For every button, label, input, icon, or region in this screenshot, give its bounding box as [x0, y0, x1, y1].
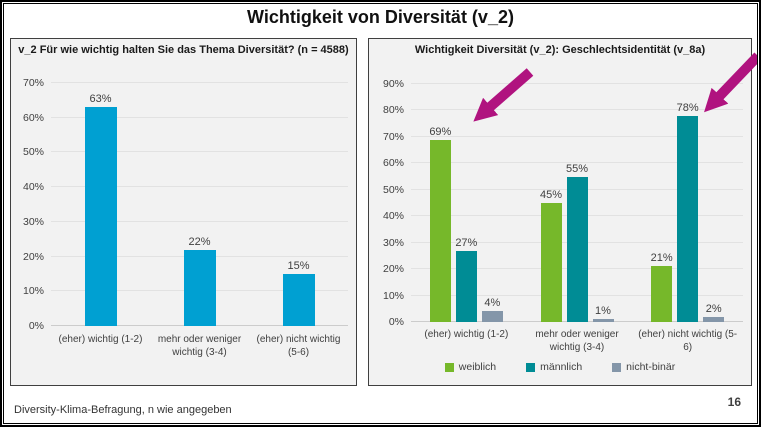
category-label: (eher) wichtig (1-2) — [58, 334, 143, 345]
slide-content-frame: Wichtigkeit von Diversität (v_2) v_2 Für… — [3, 3, 758, 424]
y-axis-tick-label: 30% — [382, 236, 404, 249]
category-label: (eher) nicht wichtig (5-6) — [256, 334, 341, 358]
y-axis-tick-label: 80% — [382, 104, 404, 117]
category-label: (eher) wichtig (1-2) — [424, 329, 509, 340]
footer-source-text: Diversity-Klima-Befragung, n wie angegeb… — [14, 404, 232, 416]
y-axis-tick-label: 40% — [22, 181, 44, 194]
bar-value-label: 22% — [188, 235, 211, 248]
bars-container: 63% 22% 15% — [51, 83, 348, 326]
left-chart-category-axis: (eher) wichtig (1-2) mehr oder weniger wi… — [51, 333, 348, 359]
bar-value-label: 2% — [705, 302, 722, 315]
bar-value-label: 55% — [565, 162, 589, 175]
bar-nicht-binär: 1% — [592, 305, 614, 322]
category-slot: 21% 78% 2% — [632, 84, 743, 322]
bar-weiblich: 69% — [429, 126, 451, 322]
y-axis-tick-label: 70% — [22, 77, 44, 89]
right-chart-plot-area: 0% 10% 20% 30% 40% 50% 60% 70% 80% 90% 69% 27% 4% 45%… — [383, 78, 743, 328]
bars-container: 69% 27% 4% 45% 55% 1% 21% 78% 2% — [411, 84, 743, 322]
y-axis-tick-label: 40% — [382, 210, 404, 223]
y-axis-tick-label: 30% — [22, 215, 44, 228]
bar-value-label: 78% — [676, 101, 699, 114]
bar-männlich: 55% — [566, 163, 588, 322]
y-axis-tick-label: 70% — [382, 130, 404, 143]
right-chart-panel: Wichtigkeit Diversität (v_2): Geschlecht… — [368, 38, 752, 386]
left-bar-chart: 0% 10% 20% 30% 40% 50% 60% 70% 63% 22% 15% (eher) … — [11, 39, 356, 385]
y-axis-tick-label: 50% — [382, 183, 404, 196]
bar-value-label: 69% — [429, 125, 452, 138]
left-chart-plot-area: 0% 10% 20% 30% 40% 50% 60% 70% 63% 22% 15% — [23, 77, 348, 332]
bar-männlich: 78% — [677, 102, 699, 322]
y-axis-tick-label: 90% — [382, 78, 404, 90]
category-slot: 15% — [249, 83, 348, 326]
bar-value-label: 45% — [539, 189, 563, 201]
gridline — [51, 116, 348, 118]
gridline — [51, 82, 348, 83]
category-slot: 45% 55% 1% — [522, 84, 633, 322]
y-axis-tick-label: 20% — [22, 250, 44, 263]
bar-männlich: 27% — [455, 237, 477, 322]
bar: 63% — [84, 93, 117, 326]
bar-value-label: 4% — [484, 297, 501, 310]
y-axis-tick-label: 10% — [382, 289, 404, 302]
bar-value-label: 15% — [287, 259, 310, 272]
page-number: 16 — [727, 395, 741, 409]
legend-swatch — [526, 362, 536, 372]
left-chart-panel: v_2 Für wie wichtig halten Sie das Thema… — [10, 38, 357, 386]
y-axis-tick-label: 10% — [22, 285, 44, 298]
y-axis-tick-label: 60% — [382, 157, 404, 170]
category-slot: 63% — [51, 83, 150, 326]
bar-value-label: 27% — [455, 236, 478, 249]
right-chart-category-axis: (eher) wichtig (1-2) mehr oder weniger wi… — [411, 328, 743, 354]
gridline — [51, 186, 348, 188]
legend-swatch — [444, 362, 454, 372]
bar-value-label: 21% — [650, 252, 673, 265]
bar-weiblich: 21% — [651, 252, 673, 322]
y-axis-tick-label: 20% — [382, 263, 404, 276]
bar-nicht-binär: 2% — [703, 303, 725, 322]
legend-label: weiblich — [458, 361, 497, 373]
category-label: mehr oder weniger wichtig (3-4) — [157, 334, 242, 358]
gridline — [411, 83, 743, 84]
legend-item: weiblich — [444, 361, 497, 373]
bar-value-label: 63% — [89, 93, 112, 106]
bar: 22% — [183, 236, 216, 326]
bar-value-label: 1% — [595, 305, 611, 318]
legend-item: männlich — [526, 361, 582, 373]
legend-label: männlich — [540, 361, 583, 373]
y-axis-tick-label: 60% — [22, 111, 44, 124]
bar: 15% — [282, 260, 315, 326]
gridline — [51, 151, 348, 153]
bar-weiblich: 45% — [540, 189, 562, 322]
bar-nicht-binär: 4% — [481, 297, 503, 322]
category-label: (eher) nicht wichtig (5-6) — [638, 329, 738, 353]
right-bar-chart: 0% 10% 20% 30% 40% 50% 60% 70% 80% 90% 69% 27% 4% 45%… — [369, 39, 751, 385]
legend-swatch — [612, 362, 622, 372]
left-chart-title: v_2 Für wie wichtig halten Sie das Thema… — [18, 44, 349, 56]
right-chart-legend: weiblich männlich nicht-binär — [369, 361, 751, 373]
category-slot: 22% — [150, 83, 249, 326]
right-chart-title: Wichtigkeit Diversität (v_2): Geschlecht… — [414, 44, 706, 56]
legend-item: nicht-binär — [612, 361, 675, 373]
legend-label: nicht-binär — [626, 361, 676, 373]
y-axis-tick-label: 0% — [388, 316, 404, 328]
slide-title: Wichtigkeit von Diversität (v_2) — [247, 7, 514, 27]
category-label: mehr oder weniger wichtig (3-4) — [535, 329, 619, 353]
gridline — [411, 109, 743, 111]
y-axis-tick-label: 0% — [28, 320, 44, 332]
y-axis-tick-label: 50% — [22, 146, 44, 159]
gridline — [411, 162, 743, 164]
gridline — [411, 135, 743, 137]
category-slot: 69% 27% 4% — [411, 84, 522, 322]
gridline — [51, 220, 348, 222]
